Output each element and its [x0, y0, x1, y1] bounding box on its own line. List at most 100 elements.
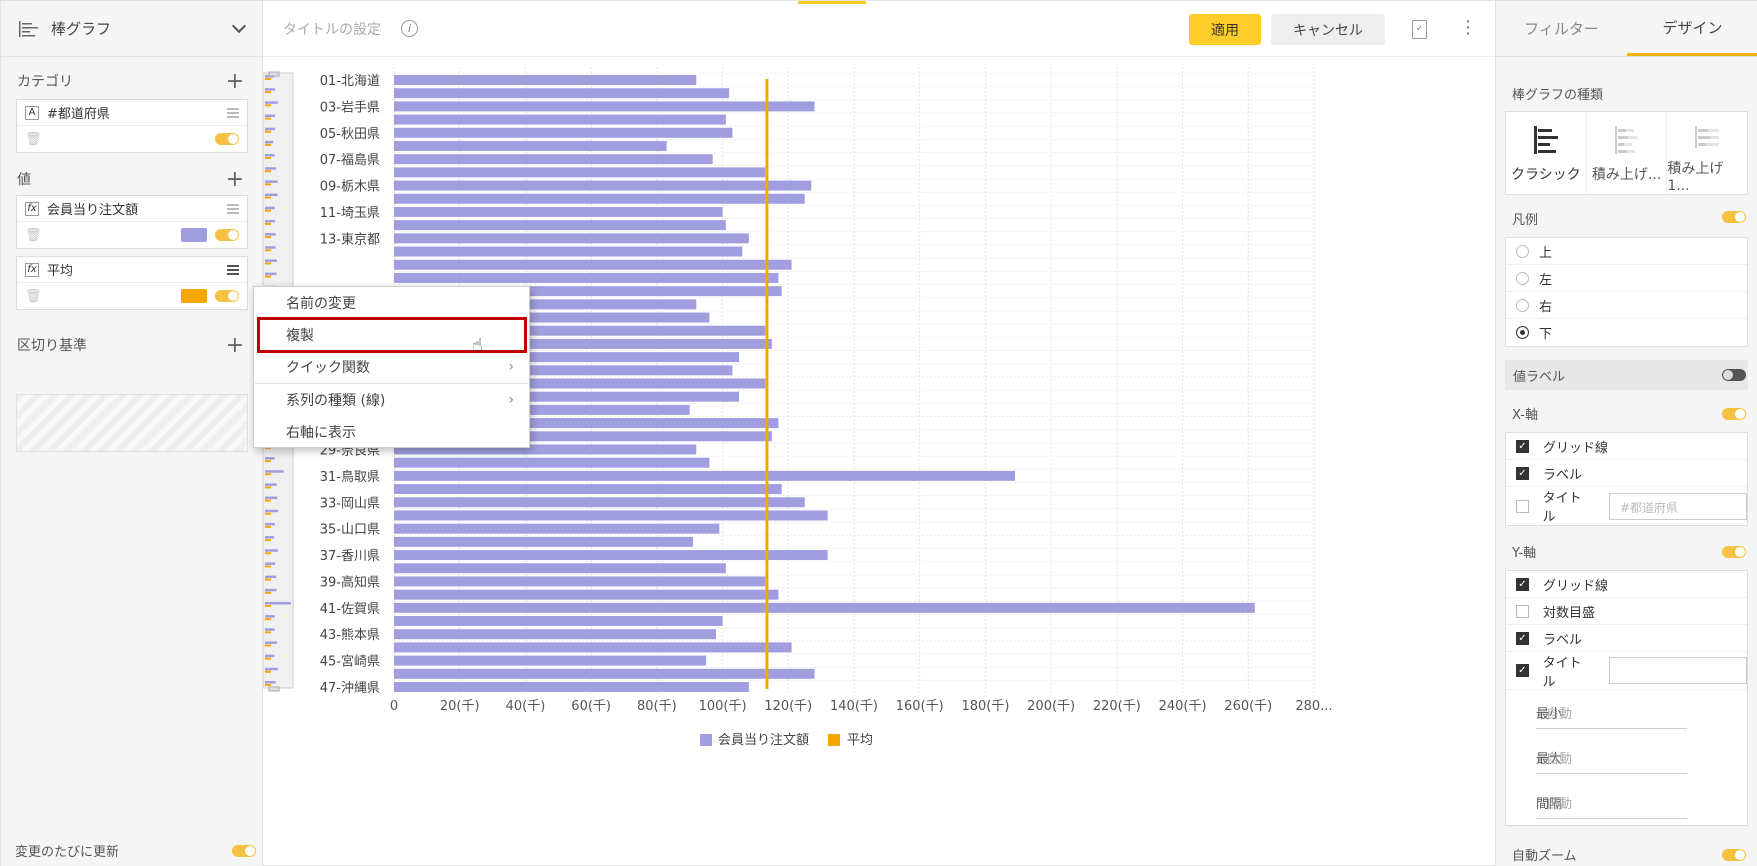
x-title-option[interactable]: タイトル #都道府県: [1506, 487, 1748, 525]
y-max-field[interactable]: 最大 自動: [1506, 735, 1747, 780]
menu-item-label: 名前の変更: [286, 296, 356, 312]
auto-update-toggle[interactable]: [232, 845, 256, 857]
legend-option-top[interactable]: 上: [1506, 238, 1747, 265]
category-field-card[interactable]: A #都道府県 🗑: [16, 99, 248, 153]
option-label: 下: [1539, 327, 1553, 342]
bar: [394, 88, 730, 99]
navigator-avg-bar: [265, 262, 271, 265]
chart-type-selector[interactable]: 棒グラフ: [1, 1, 262, 57]
value-visibility-toggle[interactable]: [215, 229, 239, 241]
series-color-swatch[interactable]: [181, 228, 207, 242]
breakdown-drop-zone[interactable]: [16, 394, 248, 452]
navigator-avg-bar: [265, 512, 271, 515]
value-field-name: 会員当り注文額: [47, 203, 139, 218]
bar-type-stacked-100[interactable]: 積み上げ 1...: [1666, 112, 1747, 194]
bar: [394, 576, 766, 587]
bar-type-stacked[interactable]: 積み上げ...: [1585, 112, 1667, 194]
navigator-bar: [265, 140, 274, 144]
value-label-toggle[interactable]: [1722, 369, 1746, 381]
legend-option-left[interactable]: 左: [1506, 265, 1747, 292]
trash-icon[interactable]: 🗑: [25, 227, 42, 243]
y-log-scale-option[interactable]: 対数目盛: [1506, 598, 1747, 625]
y-gridlines-option[interactable]: ✓ グリッド線: [1506, 571, 1747, 598]
category-visibility-toggle[interactable]: [215, 133, 239, 145]
bar-type-classic[interactable]: クラシック: [1506, 112, 1586, 194]
navigator-avg-bar: [265, 170, 271, 173]
x-axis-label: X-軸: [1512, 408, 1538, 423]
menu-icon[interactable]: [227, 264, 239, 275]
navigator-avg-bar: [265, 618, 271, 621]
navigator-bar: [265, 180, 278, 183]
y-labels-option[interactable]: ✓ ラベル: [1506, 625, 1747, 652]
y-title-option[interactable]: ✓ タイトル: [1506, 652, 1748, 690]
menu-icon[interactable]: [227, 203, 239, 214]
x-title-input[interactable]: #都道府県: [1608, 492, 1748, 520]
navigator-bar: [265, 562, 276, 565]
cancel-button[interactable]: キャンセル: [1271, 14, 1385, 45]
y-axis-toggle[interactable]: [1722, 546, 1746, 558]
text-type-icon: A: [25, 105, 39, 120]
info-icon[interactable]: i: [401, 20, 418, 37]
legend-option-right[interactable]: 右: [1506, 292, 1747, 319]
menu-item-quick-function[interactable]: クイック関数 ›: [255, 351, 528, 383]
value-label-label: 値ラベル: [1513, 369, 1566, 385]
navigator-avg-bar: [265, 591, 271, 594]
bar: [394, 75, 697, 85]
tab-design[interactable]: デザイン: [1627, 1, 1757, 56]
tab-filter[interactable]: フィルター: [1524, 20, 1599, 38]
bar: [394, 352, 739, 363]
legend-label: 平均: [847, 733, 873, 748]
menu-divider: [255, 383, 528, 384]
option-label: 間隔: [1536, 797, 1563, 812]
value-field-card[interactable]: fx 平均 🗑: [16, 256, 248, 310]
x-gridlines-option[interactable]: ✓ グリッド線: [1506, 433, 1747, 460]
chart-type-label: 棒グラフ: [51, 20, 112, 38]
x-labels-option[interactable]: ✓ ラベル: [1506, 460, 1747, 487]
menu-icon[interactable]: [227, 107, 239, 118]
navigator-bar: [265, 167, 277, 170]
trash-icon[interactable]: 🗑: [25, 131, 42, 147]
legend-option-bottom[interactable]: 下: [1506, 319, 1747, 346]
navigator-avg-bar: [265, 222, 271, 225]
navigator-avg-bar: [265, 486, 271, 489]
add-breakdown-icon[interactable]: +: [225, 333, 244, 358]
chevron-down-icon[interactable]: [231, 18, 247, 33]
bar: [394, 391, 739, 402]
bar: [394, 550, 828, 561]
x-tick-label: 20(千): [440, 699, 480, 714]
bar: [394, 259, 792, 270]
x-tick-label: 160(千): [896, 699, 944, 714]
add-category-icon[interactable]: +: [225, 69, 244, 94]
menu-item-right-axis[interactable]: 右軸に表示: [255, 416, 528, 448]
checkbox-checked-icon: ✓: [1516, 439, 1529, 453]
category-field-name: #都道府県: [47, 107, 110, 122]
bar: [394, 655, 707, 666]
more-options-icon[interactable]: ⋮: [1459, 17, 1477, 38]
bar: [394, 616, 723, 627]
y-title-input[interactable]: [1608, 657, 1748, 684]
y-tick-label: 41-佐賀県: [320, 602, 380, 617]
chart-title-input[interactable]: タイトルの設定: [283, 21, 381, 38]
value-field-card[interactable]: fx 会員当り注文額 🗑: [16, 195, 248, 249]
apply-button[interactable]: 適用: [1189, 14, 1261, 45]
bar: [394, 325, 766, 336]
y-axis-label: Y-軸: [1512, 546, 1537, 561]
series-color-swatch[interactable]: [181, 289, 207, 303]
y-tick-label: 47-沖縄県: [320, 681, 380, 696]
option-label: ラベル: [1543, 467, 1583, 483]
menu-item-duplicate[interactable]: 複製: [255, 319, 528, 351]
y-interval-field[interactable]: 間隔 自動: [1506, 780, 1747, 825]
option-label: 右: [1539, 299, 1553, 315]
navigator-avg-bar: [265, 604, 271, 607]
add-value-icon[interactable]: +: [225, 167, 244, 192]
trash-icon[interactable]: 🗑: [25, 288, 42, 304]
auto-zoom-toggle[interactable]: [1722, 849, 1746, 861]
legend-toggle[interactable]: [1722, 211, 1746, 223]
y-min-field[interactable]: 最小 自動: [1506, 690, 1747, 735]
export-document-icon[interactable]: ✓: [1412, 20, 1427, 39]
value-visibility-toggle[interactable]: [215, 290, 239, 302]
menu-item-rename[interactable]: 名前の変更: [255, 287, 528, 319]
x-axis-toggle[interactable]: [1722, 408, 1746, 420]
menu-item-series-type[interactable]: 系列の種類 (線) ›: [255, 384, 528, 416]
checkbox-icon: [1516, 499, 1529, 513]
